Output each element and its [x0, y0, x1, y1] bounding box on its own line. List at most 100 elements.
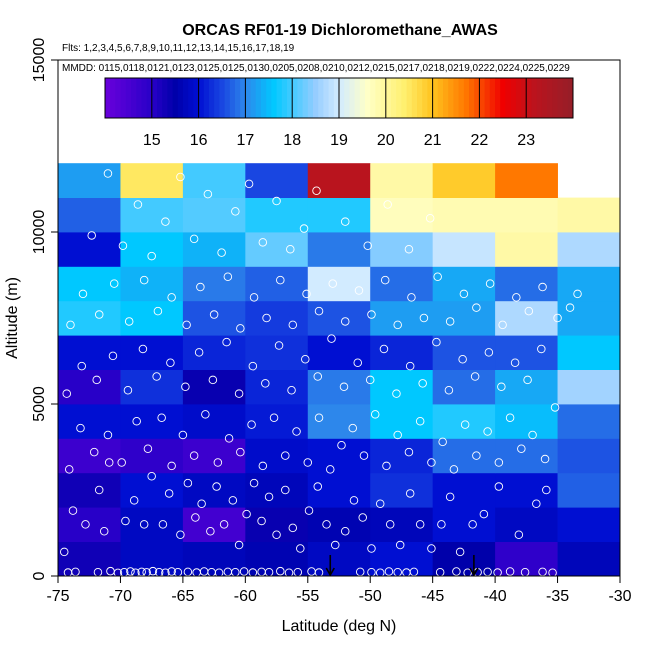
- heatmap-cell: [370, 335, 434, 370]
- sample-point: [139, 520, 149, 529]
- sample-point: [217, 248, 226, 257]
- colorbar-segment: [177, 78, 184, 118]
- sample-point: [459, 289, 469, 299]
- colorbar-segment: [484, 78, 491, 118]
- sample-point: [108, 351, 118, 361]
- heatmap-cell: [432, 507, 496, 542]
- heatmap-cell: [370, 163, 434, 198]
- sample-point: [328, 279, 338, 288]
- colorbar-tick-label: 19: [330, 132, 348, 149]
- sample-point: [206, 527, 215, 536]
- sample-point: [382, 461, 391, 471]
- sample-point: [281, 451, 290, 460]
- heatmap-cell: [245, 300, 309, 336]
- x-tick-label: -50: [359, 588, 382, 605]
- heatmap-cell: [245, 197, 309, 233]
- sample-point: [314, 413, 324, 423]
- heatmap-cell: [370, 404, 434, 439]
- heatmap-cell: [245, 404, 309, 439]
- heatmap-cell: [307, 266, 371, 302]
- heatmap-cell: [245, 438, 309, 474]
- y-tick-label: 5000: [31, 386, 48, 422]
- sample-point: [340, 217, 350, 226]
- heatmap-cell: [182, 335, 246, 370]
- heatmap-cell: [307, 232, 371, 267]
- heatmap-cell: [557, 507, 621, 542]
- heatmap-cell: [495, 300, 558, 336]
- colorbar-segment: [323, 78, 330, 118]
- sample-point: [514, 530, 524, 539]
- colorbar-segment: [146, 78, 153, 118]
- sample-point: [427, 544, 436, 553]
- heatmap-cell: [245, 266, 309, 302]
- heatmap-cell: [182, 369, 246, 405]
- sample-point: [327, 334, 336, 343]
- colorbar-segment: [437, 78, 444, 118]
- sample-point: [167, 461, 176, 471]
- sample-point: [292, 427, 301, 436]
- sample-point: [212, 482, 221, 491]
- colorbar-segment: [510, 78, 517, 118]
- sample-point: [340, 317, 350, 326]
- sample-point: [166, 358, 175, 367]
- sample-point: [178, 430, 188, 440]
- sample-point: [479, 509, 489, 519]
- colorbar-segment: [151, 78, 158, 118]
- heatmap-cell: [120, 335, 184, 370]
- sample-point: [468, 520, 477, 529]
- y-tick-label: 15000: [31, 38, 48, 83]
- sample-point: [123, 385, 133, 395]
- colorbar-segment: [557, 78, 564, 118]
- colorbar-segment: [458, 78, 465, 118]
- heatmap-cell: [432, 266, 496, 302]
- sample-point: [113, 568, 123, 578]
- colorbar-segment: [406, 78, 413, 118]
- colorbar-segment: [359, 78, 366, 118]
- sample-point: [463, 568, 472, 577]
- sample-point: [138, 344, 148, 354]
- sample-point: [117, 458, 126, 467]
- sample-point: [258, 461, 268, 471]
- heatmap-cell: [58, 266, 121, 302]
- sample-point: [331, 540, 340, 550]
- sample-point: [161, 568, 170, 577]
- colorbar-segment: [391, 78, 397, 118]
- heatmap-cell: [370, 472, 434, 508]
- colorbar-tick-label: 21: [424, 132, 442, 149]
- colorbar-segment: [339, 78, 345, 118]
- heatmap-cell: [495, 197, 558, 233]
- colorbar-segment: [463, 78, 470, 118]
- sample-point: [152, 372, 161, 381]
- sample-point: [359, 451, 369, 460]
- heatmap-cell: [432, 438, 496, 474]
- sample-point: [143, 444, 153, 453]
- heatmap-cell: [495, 369, 558, 405]
- heatmap-cell: [432, 335, 496, 370]
- x-tick-label: -70: [109, 588, 132, 605]
- sample-point: [183, 478, 193, 488]
- sample-point: [348, 423, 357, 433]
- sample-point: [284, 568, 294, 577]
- heatmap-cell: [58, 197, 121, 233]
- x-tick-label: -65: [171, 588, 194, 605]
- sample-point: [147, 471, 156, 481]
- colorbar-segment: [453, 78, 460, 118]
- heatmap-cell: [307, 438, 371, 474]
- sample-point: [208, 375, 218, 385]
- heatmap-cell: [120, 266, 184, 302]
- sample-point: [523, 375, 532, 385]
- sample-point: [131, 568, 140, 577]
- heatmap-cell: [182, 438, 246, 474]
- colorbar-segment: [115, 78, 122, 118]
- sample-point: [272, 530, 281, 539]
- x-tick-label: -30: [608, 588, 631, 605]
- colorbar-segment: [110, 78, 116, 118]
- sample-point: [505, 567, 515, 576]
- colorbar-segment: [448, 78, 454, 118]
- colorbar-segment: [224, 78, 231, 118]
- colorbar-segment: [193, 78, 200, 118]
- sample-point: [89, 447, 99, 457]
- sample-point: [485, 279, 495, 288]
- sample-point: [239, 567, 249, 576]
- sample-point: [553, 313, 562, 323]
